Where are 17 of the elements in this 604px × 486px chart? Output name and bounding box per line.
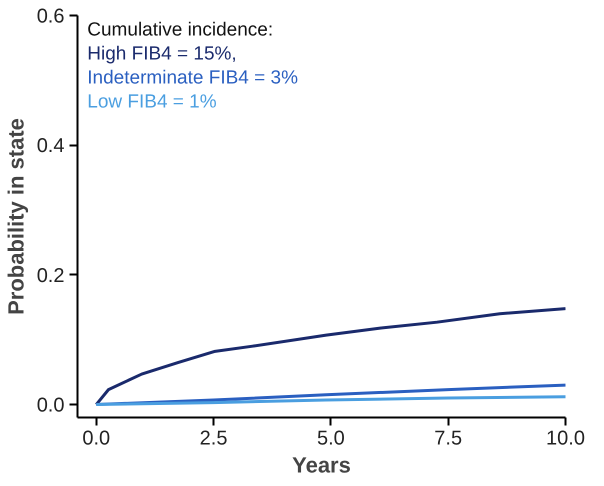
- text: Indeterminate FIB4 = 3%: [87, 68, 298, 88]
- x-tick-label: 2.5: [200, 428, 228, 450]
- y-axis-title: Probability in state: [4, 118, 29, 315]
- line-series: [94, 307, 566, 406]
- x-tick-label: 5.0: [316, 428, 345, 450]
- y-tick-label: 0.4: [36, 135, 65, 158]
- y-tick-label: 0.0: [36, 394, 65, 417]
- x-tick-label: 10.0: [546, 428, 585, 450]
- text: Low FIB4 = 1%: [87, 92, 217, 112]
- y-tick-label: 0.6: [36, 6, 65, 28]
- line-series: [94, 395, 566, 406]
- x-tick-label: 7.5: [434, 428, 462, 450]
- x-tick-label: 0.0: [82, 428, 110, 450]
- text: High FIB4 = 15%,: [87, 44, 237, 64]
- legend-title: Cumulative incidence:: [87, 20, 274, 40]
- y-tick-label: 0.2: [36, 264, 65, 287]
- x-axis-title: Years: [292, 452, 351, 478]
